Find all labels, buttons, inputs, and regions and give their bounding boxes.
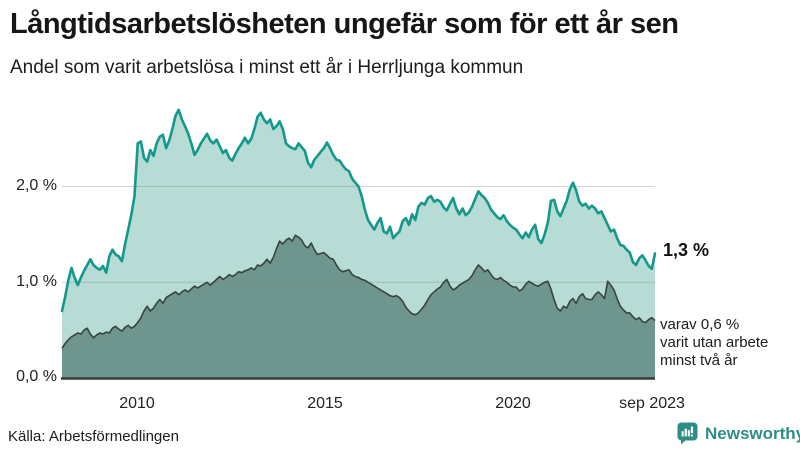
newsworthy-logo[interactable]: Newsworthy xyxy=(677,422,800,445)
chart-subtitle: Andel som varit arbetslösa i minst ett å… xyxy=(10,57,524,78)
y-tick-2: 2,0 % xyxy=(16,177,57,194)
x-tick-2010: 2010 xyxy=(119,395,155,412)
lower-area-fill xyxy=(62,235,655,378)
newsworthy-logo-text: Newsworthy xyxy=(705,423,800,443)
x-tick-sep-2023: sep 2023 xyxy=(619,395,685,412)
x-tick-2020: 2020 xyxy=(495,395,531,412)
newsworthy-logo-icon xyxy=(677,422,698,445)
y-tick-1: 1,0 % xyxy=(16,273,57,290)
lower-series-line xyxy=(61,234,656,349)
y-tick-0: 0,0 % xyxy=(16,368,57,385)
source-attribution: Källa: Arbetsförmedlingen xyxy=(8,428,179,445)
page-title: Långtidsarbetslösheten ungefär som för e… xyxy=(10,8,679,40)
annotation-line-1: varav 0,6 % xyxy=(660,316,740,333)
x-tick-2015: 2015 xyxy=(307,395,343,412)
secondary-series-annotation: varav 0,6 % varit utan arbete minst två … xyxy=(660,316,768,370)
annotation-line-3: minst två år xyxy=(660,352,738,369)
end-value-label: 1,3 % xyxy=(663,240,710,260)
annotation-line-2: varit utan arbete xyxy=(660,334,769,351)
upper-series-line xyxy=(60,108,657,313)
